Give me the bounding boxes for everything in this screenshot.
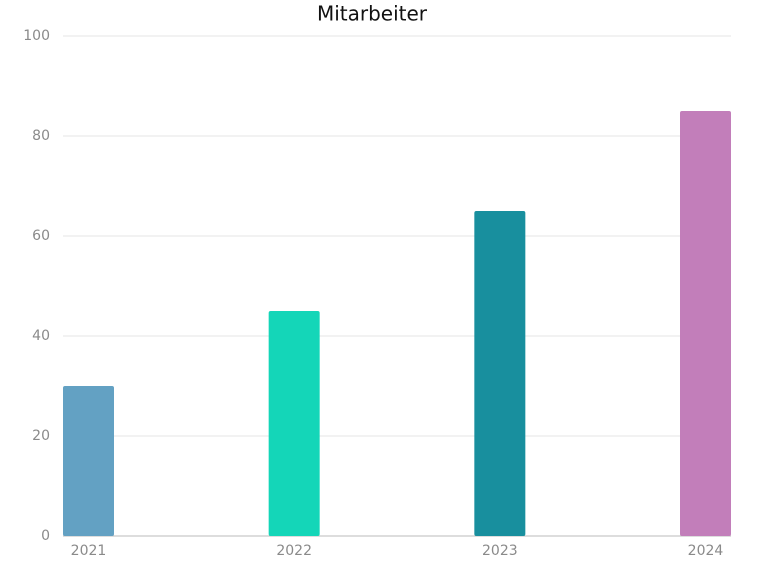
bar [474, 211, 526, 536]
y-tick-label: 80 [32, 128, 50, 144]
x-tick-label: 2024 [688, 543, 724, 559]
x-tick-label: 2021 [71, 543, 107, 559]
bar [680, 111, 731, 536]
bar [268, 311, 320, 536]
y-tick-label: 0 [41, 528, 50, 544]
y-tick-label: 40 [32, 328, 50, 344]
y-tick-label: 20 [32, 428, 50, 444]
chart-title: Mitarbeiter [317, 2, 428, 26]
x-tick-label: 2023 [482, 543, 518, 559]
x-tick-label: 2022 [276, 543, 312, 559]
bar [63, 386, 114, 536]
y-tick-label: 60 [32, 228, 50, 244]
y-tick-label: 100 [23, 28, 50, 44]
